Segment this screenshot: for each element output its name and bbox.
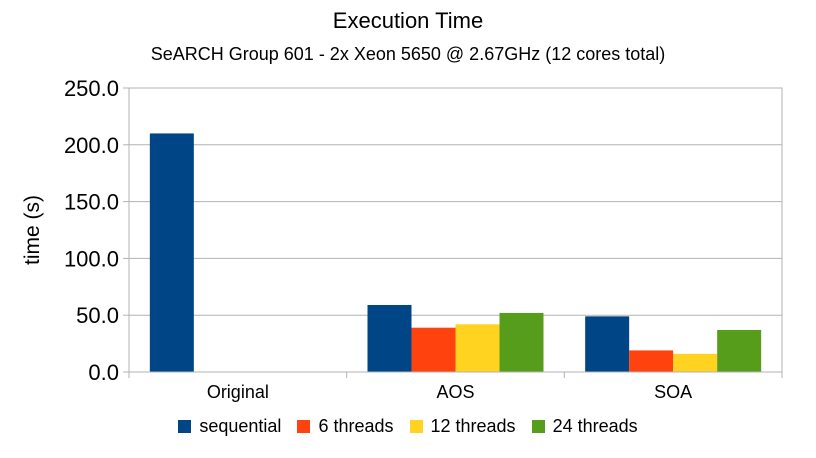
bar-sequential-soa bbox=[585, 316, 630, 372]
legend-label-24-threads: 24 threads bbox=[552, 416, 638, 436]
x-tick-label: AOS bbox=[436, 382, 474, 402]
legend-item-sequential: sequential bbox=[178, 416, 281, 437]
y-tick-label: 250.0 bbox=[64, 76, 119, 101]
bar-12-threads-aos bbox=[455, 324, 500, 372]
legend-label-sequential: sequential bbox=[199, 416, 282, 436]
legend-label-6-threads: 6 threads bbox=[318, 416, 394, 436]
bar-sequential-original bbox=[149, 133, 194, 372]
chart-subtitle: SeARCH Group 601 - 2x Xeon 5650 @ 2.67GH… bbox=[150, 44, 666, 64]
legend-item-6-threads: 6 threads bbox=[297, 416, 394, 437]
y-tick-label: 50.0 bbox=[76, 303, 119, 328]
legend-swatch-6-threads bbox=[297, 420, 311, 433]
chart-title: Execution Time bbox=[332, 8, 484, 33]
bar-12-threads-soa bbox=[673, 353, 718, 372]
x-tick-label: SOA bbox=[654, 382, 692, 402]
y-tick-label: 0.0 bbox=[88, 360, 119, 385]
y-tick-label: 200.0 bbox=[64, 133, 119, 158]
bar-6-threads-soa bbox=[629, 350, 674, 372]
y-tick-label: 100.0 bbox=[64, 246, 119, 271]
bar-sequential-aos bbox=[367, 304, 412, 372]
bar-24-threads-soa bbox=[717, 329, 762, 372]
y-tick-label: 150.0 bbox=[64, 190, 119, 215]
y-axis-label: time (s) bbox=[21, 195, 44, 265]
legend-swatch-24-threads bbox=[531, 420, 545, 433]
legend-label-12-threads: 12 threads bbox=[430, 416, 516, 436]
legend-swatch-sequential bbox=[178, 420, 192, 433]
legend-swatch-12-threads bbox=[409, 420, 423, 433]
legend-item-24-threads: 24 threads bbox=[531, 416, 638, 437]
legend: sequential 6 threads 12 threads 24 threa… bbox=[0, 416, 816, 437]
legend-item-12-threads: 12 threads bbox=[409, 416, 516, 437]
bar-24-threads-aos bbox=[499, 312, 544, 372]
bar-6-threads-aos bbox=[411, 327, 456, 372]
x-tick-label: Original bbox=[207, 382, 269, 402]
